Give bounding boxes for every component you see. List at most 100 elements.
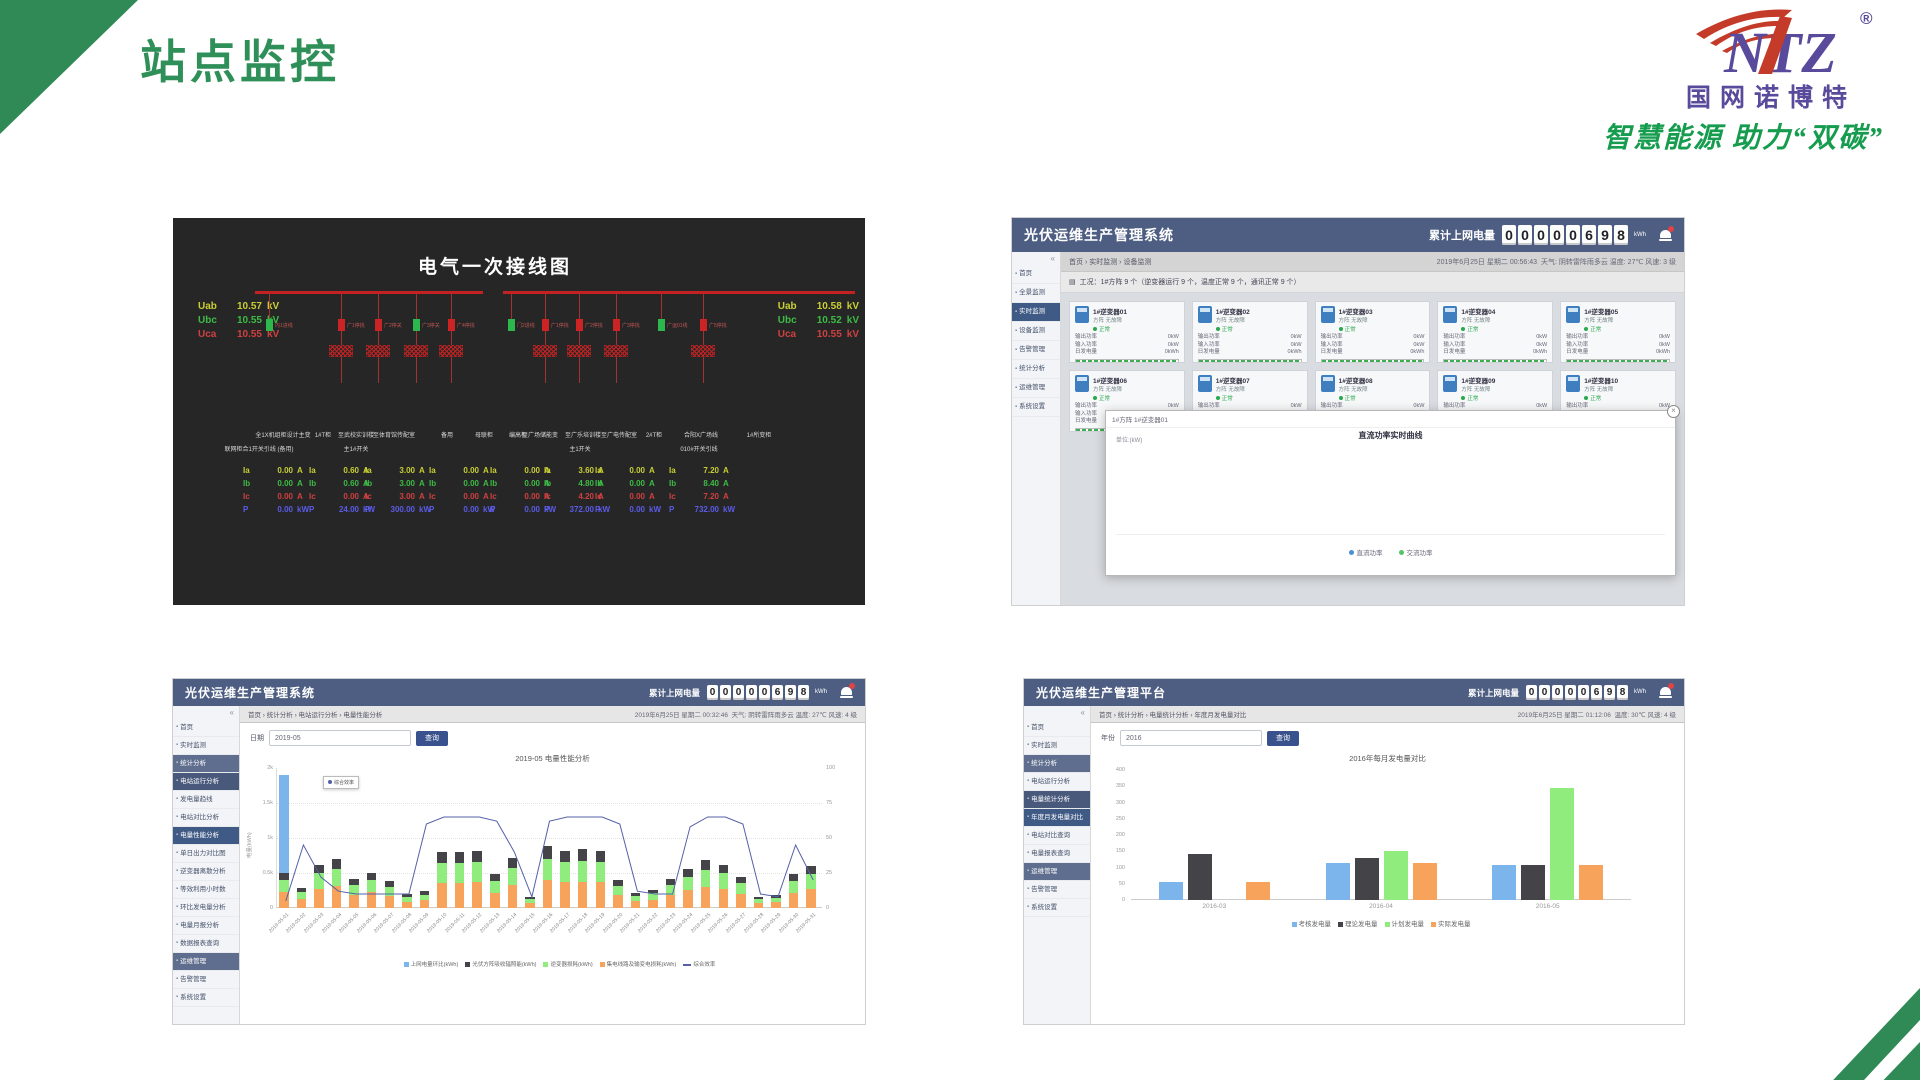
sidebar-item[interactable]: ▪ 系统设置	[1024, 899, 1090, 917]
card-top: 1#逆变器03 方阵 无故障	[1320, 306, 1425, 324]
sidebar-item[interactable]: ▪ 首页	[173, 719, 239, 737]
sidebar-item[interactable]: ▪ 统计分析	[1012, 360, 1060, 379]
status-dot-icon	[1584, 396, 1589, 400]
sidebar-item[interactable]: ▪ 实时监测	[1012, 303, 1060, 322]
modal-header: 1#方阵 1#逆变器01	[1106, 411, 1675, 428]
sidebar-item[interactable]: ▪ 首页	[1012, 265, 1060, 284]
sidebar-item-icon: ▪	[1027, 850, 1030, 856]
inverter-icon	[1566, 375, 1581, 392]
legend-item[interactable]: 理论发电量	[1338, 918, 1378, 928]
legend-item[interactable]: 直流功率	[1348, 547, 1383, 557]
legend-item[interactable]: 上网电量环比(kWh)	[403, 960, 458, 968]
legend-item[interactable]: 逆变器损耗(kWh)	[543, 960, 593, 968]
card-top: 1#逆变器08 方阵 无故障	[1320, 375, 1425, 393]
sidebar-item[interactable]: ▪ 电站运行分析	[173, 773, 239, 791]
legend-item[interactable]: 集电线路及输变电损耗(kWh)	[599, 960, 676, 968]
inverter-card[interactable]: 1#逆变器05 方阵 无故障 正常 输出功率 0kW 输入功率 0kW 日发电量 0kWh	[1560, 301, 1676, 363]
bell-icon[interactable]	[1659, 683, 1674, 699]
sidebar-item[interactable]: ▪ 数据报表查询	[173, 935, 239, 953]
reading-row: Ib 0.00 A	[243, 477, 313, 490]
sidebar-item[interactable]: ▪ 实时监测	[173, 737, 239, 755]
sidebar-item[interactable]: ▪ 逆变器离散分析	[173, 863, 239, 881]
reading-row: Ia 0.00 A	[595, 464, 665, 477]
reading-value: 300.00	[390, 505, 415, 514]
sidebar-item[interactable]: ▪ 电站对比查询	[1024, 827, 1090, 845]
sidebar-item[interactable]: ▪ 年度月发电量对比	[1024, 809, 1090, 827]
status-badge: 正常	[1584, 394, 1670, 402]
legend-item[interactable]: 考核发电量	[1291, 918, 1331, 928]
sidebar-item[interactable]: ▪ 实时监测	[1024, 737, 1090, 755]
sidebar-collapse-icon[interactable]: «	[1080, 708, 1085, 717]
sidebar-item[interactable]: ▪ 系统设置	[1012, 398, 1060, 417]
sidebar-collapse-icon[interactable]: «	[1050, 254, 1055, 263]
sidebar-item[interactable]: ▪ 统计分析	[173, 755, 239, 773]
legend-item[interactable]: 光伏方阵吸收辐照能(kWh)	[465, 960, 536, 968]
sidebar-item[interactable]: ▪ 电量性能分析	[173, 827, 239, 845]
sidebar-item[interactable]: ▪ 首页	[1024, 719, 1090, 737]
breaker-icon[interactable]	[613, 319, 620, 331]
sidebar-item-label: 数据报表查询	[180, 940, 220, 947]
sidebar-item[interactable]: ▪ 告警管理	[1012, 341, 1060, 360]
sidebar-item[interactable]: ▪ 电量月报分析	[173, 917, 239, 935]
bar-segment	[490, 874, 500, 882]
breaker-icon[interactable]	[542, 319, 549, 331]
date-input[interactable]: 2019-05	[269, 730, 411, 746]
sidebar-item[interactable]: ▪ 电量统计分析	[1024, 791, 1090, 809]
sidebar-item[interactable]: ▪ 告警管理	[173, 971, 239, 989]
sidebar-item[interactable]: ▪ 全景监测	[1012, 284, 1060, 303]
year-input[interactable]: 2016	[1120, 730, 1262, 746]
sidebar-item-icon: ▪	[1015, 347, 1018, 353]
sidebar-item-label: 等效利用小时数	[180, 886, 226, 893]
sidebar-item[interactable]: ▪ 电量报表查询	[1024, 845, 1090, 863]
inverter-card[interactable]: 1#逆变器01 方阵 无故障 正常 输出功率 0kW 输入功率 0kW 日发电量 0kWh	[1069, 301, 1185, 363]
breadcrumb[interactable]: 首页 › 实时监测 › 设备监测	[1069, 258, 1152, 266]
breaker-icon[interactable]	[576, 319, 583, 331]
feeder-group-label: 至广乐培训楼	[564, 433, 602, 439]
close-icon[interactable]: ×	[1667, 405, 1680, 418]
feeder-line	[661, 294, 662, 319]
sidebar-item[interactable]: ▪ 告警管理	[1024, 881, 1090, 899]
sidebar-item[interactable]: ▪ 设备监测	[1012, 322, 1060, 341]
query-button[interactable]: 查询	[416, 730, 448, 746]
sidebar-item[interactable]: ▪ 统计分析	[1024, 755, 1090, 773]
sidebar-item[interactable]: ▪ 运维管理	[173, 953, 239, 971]
inverter-card[interactable]: 1#逆变器04 方阵 无故障 正常 输出功率 0kW 输入功率 0kW 日发电量 0kWh	[1437, 301, 1554, 363]
breaker-icon[interactable]	[266, 319, 273, 331]
breadcrumb[interactable]: 首页 › 统计分析 › 电量统计分析 › 年度月发电量对比	[1099, 712, 1247, 719]
breaker-icon[interactable]	[700, 319, 707, 331]
inverter-card[interactable]: 1#逆变器02 方阵 无故障 正常 输出功率 0kW 输入功率 0kW 日发电量 0kWh	[1191, 301, 1308, 363]
sidebar-item-icon: ▪	[176, 940, 179, 946]
sidebar-item[interactable]: ▪ 环比发电量分析	[173, 899, 239, 917]
breaker-icon[interactable]	[338, 319, 345, 331]
sidebar-item[interactable]: ▪ 系统设置	[173, 989, 239, 1007]
breaker-icon[interactable]	[508, 319, 515, 331]
sidebar-item[interactable]: ▪ 运维管理	[1024, 863, 1090, 881]
bell-icon[interactable]	[840, 683, 855, 699]
sidebar-item[interactable]: ▪ 发电量趋线	[173, 791, 239, 809]
y-axis-tick: 150	[1115, 848, 1125, 855]
sidebar-item[interactable]: ▪ 等效利用小时数	[173, 881, 239, 899]
legend-item[interactable]: 实际发电量	[1431, 918, 1471, 928]
bell-icon[interactable]	[1659, 225, 1674, 242]
reading-value: 0.00	[629, 505, 645, 514]
reading-name: Ib	[429, 479, 437, 488]
reading-unit: A	[363, 479, 369, 488]
inverter-subtitle: 方阵 无故障	[1338, 387, 1368, 393]
legend-item[interactable]: 综合效率	[683, 960, 715, 968]
sidebar-item[interactable]: ▪ 单日出力对比图	[173, 845, 239, 863]
breaker-icon[interactable]	[448, 319, 455, 331]
breaker-icon[interactable]	[658, 319, 665, 331]
query-button[interactable]: 查询	[1267, 730, 1299, 746]
reading-name: Ic	[429, 492, 436, 501]
legend-item[interactable]: 交流功率	[1398, 547, 1433, 557]
breaker-icon[interactable]	[413, 319, 420, 331]
sidebar-item[interactable]: ▪ 电站运行分析	[1024, 773, 1090, 791]
breadcrumb[interactable]: 首页 › 统计分析 › 电站运行分析 › 电量性能分析	[248, 712, 383, 719]
inverter-card[interactable]: 1#逆变器03 方阵 无故障 正常 输出功率 0kW 输入功率 0kW 日发电量 0kWh	[1314, 301, 1431, 363]
sidebar-item[interactable]: ▪ 运维管理	[1012, 379, 1060, 398]
legend-item[interactable]: 计划发电量	[1384, 918, 1424, 928]
modal-legend: 直流功率 交流功率	[1106, 547, 1675, 557]
sidebar-collapse-icon[interactable]: «	[229, 708, 234, 717]
breaker-icon[interactable]	[375, 319, 382, 331]
sidebar-item[interactable]: ▪ 电站对比分析	[173, 809, 239, 827]
